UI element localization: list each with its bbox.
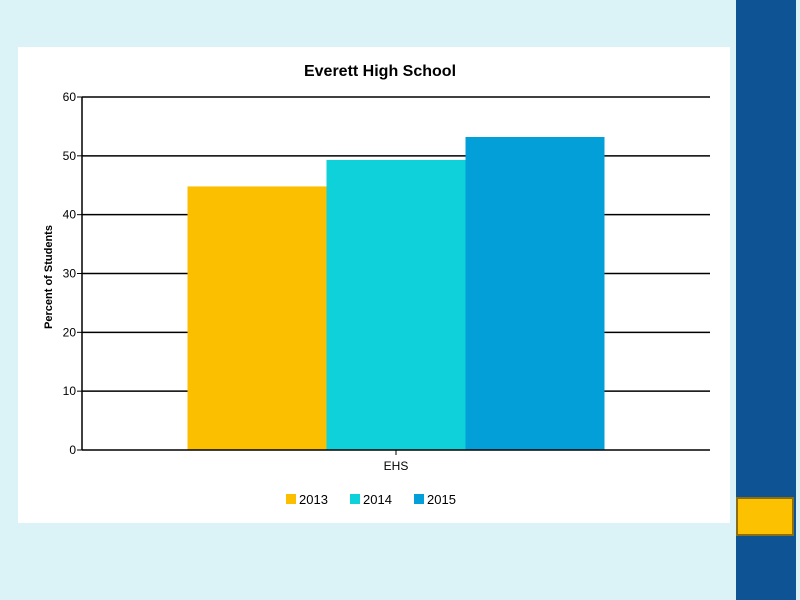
legend-swatch-2015: [414, 494, 424, 504]
legend-label-2013: 2013: [299, 492, 328, 507]
bar-2014: [326, 159, 466, 450]
legend-swatch-2013: [286, 494, 296, 504]
y-tick-label: 10: [63, 384, 77, 398]
chart-panel: Everett High School Percent of Students …: [18, 47, 730, 523]
y-tick-labels: 0 10 20 30 40 50 60: [63, 90, 77, 457]
sidebar-tab[interactable]: [736, 497, 794, 536]
y-tick-label: 20: [63, 325, 77, 339]
legend-label-2014: 2014: [363, 492, 392, 507]
y-tick-label: 40: [63, 208, 77, 222]
bar-2015: [465, 137, 605, 451]
chart-title: Everett High School: [304, 63, 456, 80]
legend-label-2015: 2015: [427, 492, 456, 507]
y-tick-label: 60: [63, 90, 77, 104]
bar-2013: [187, 186, 327, 450]
legend-swatch-2014: [350, 494, 360, 504]
y-axis-label: Percent of Students: [43, 225, 55, 329]
y-tick-label: 30: [63, 267, 77, 281]
x-tick-label: EHS: [384, 459, 409, 473]
y-tick-label: 50: [63, 149, 77, 163]
y-tick-label: 0: [69, 443, 76, 457]
bar-chart: Everett High School Percent of Students …: [43, 63, 710, 507]
legend: 2013 2014 2015: [286, 492, 456, 507]
bars: [187, 137, 605, 451]
x-tick-labels: EHS: [384, 459, 409, 473]
axes: [77, 96, 710, 455]
